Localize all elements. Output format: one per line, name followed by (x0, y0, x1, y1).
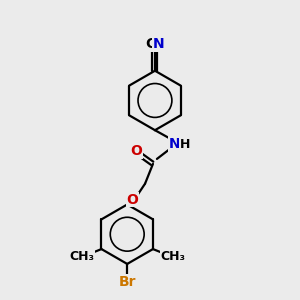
Text: H: H (179, 138, 190, 151)
Text: N: N (169, 137, 181, 151)
Text: O: O (126, 193, 138, 206)
Text: CH₃: CH₃ (160, 250, 185, 263)
Text: CH₃: CH₃ (69, 250, 94, 263)
Text: O: O (130, 144, 142, 158)
Text: C: C (145, 37, 155, 51)
Text: N: N (153, 37, 165, 51)
Text: Br: Br (118, 275, 136, 289)
